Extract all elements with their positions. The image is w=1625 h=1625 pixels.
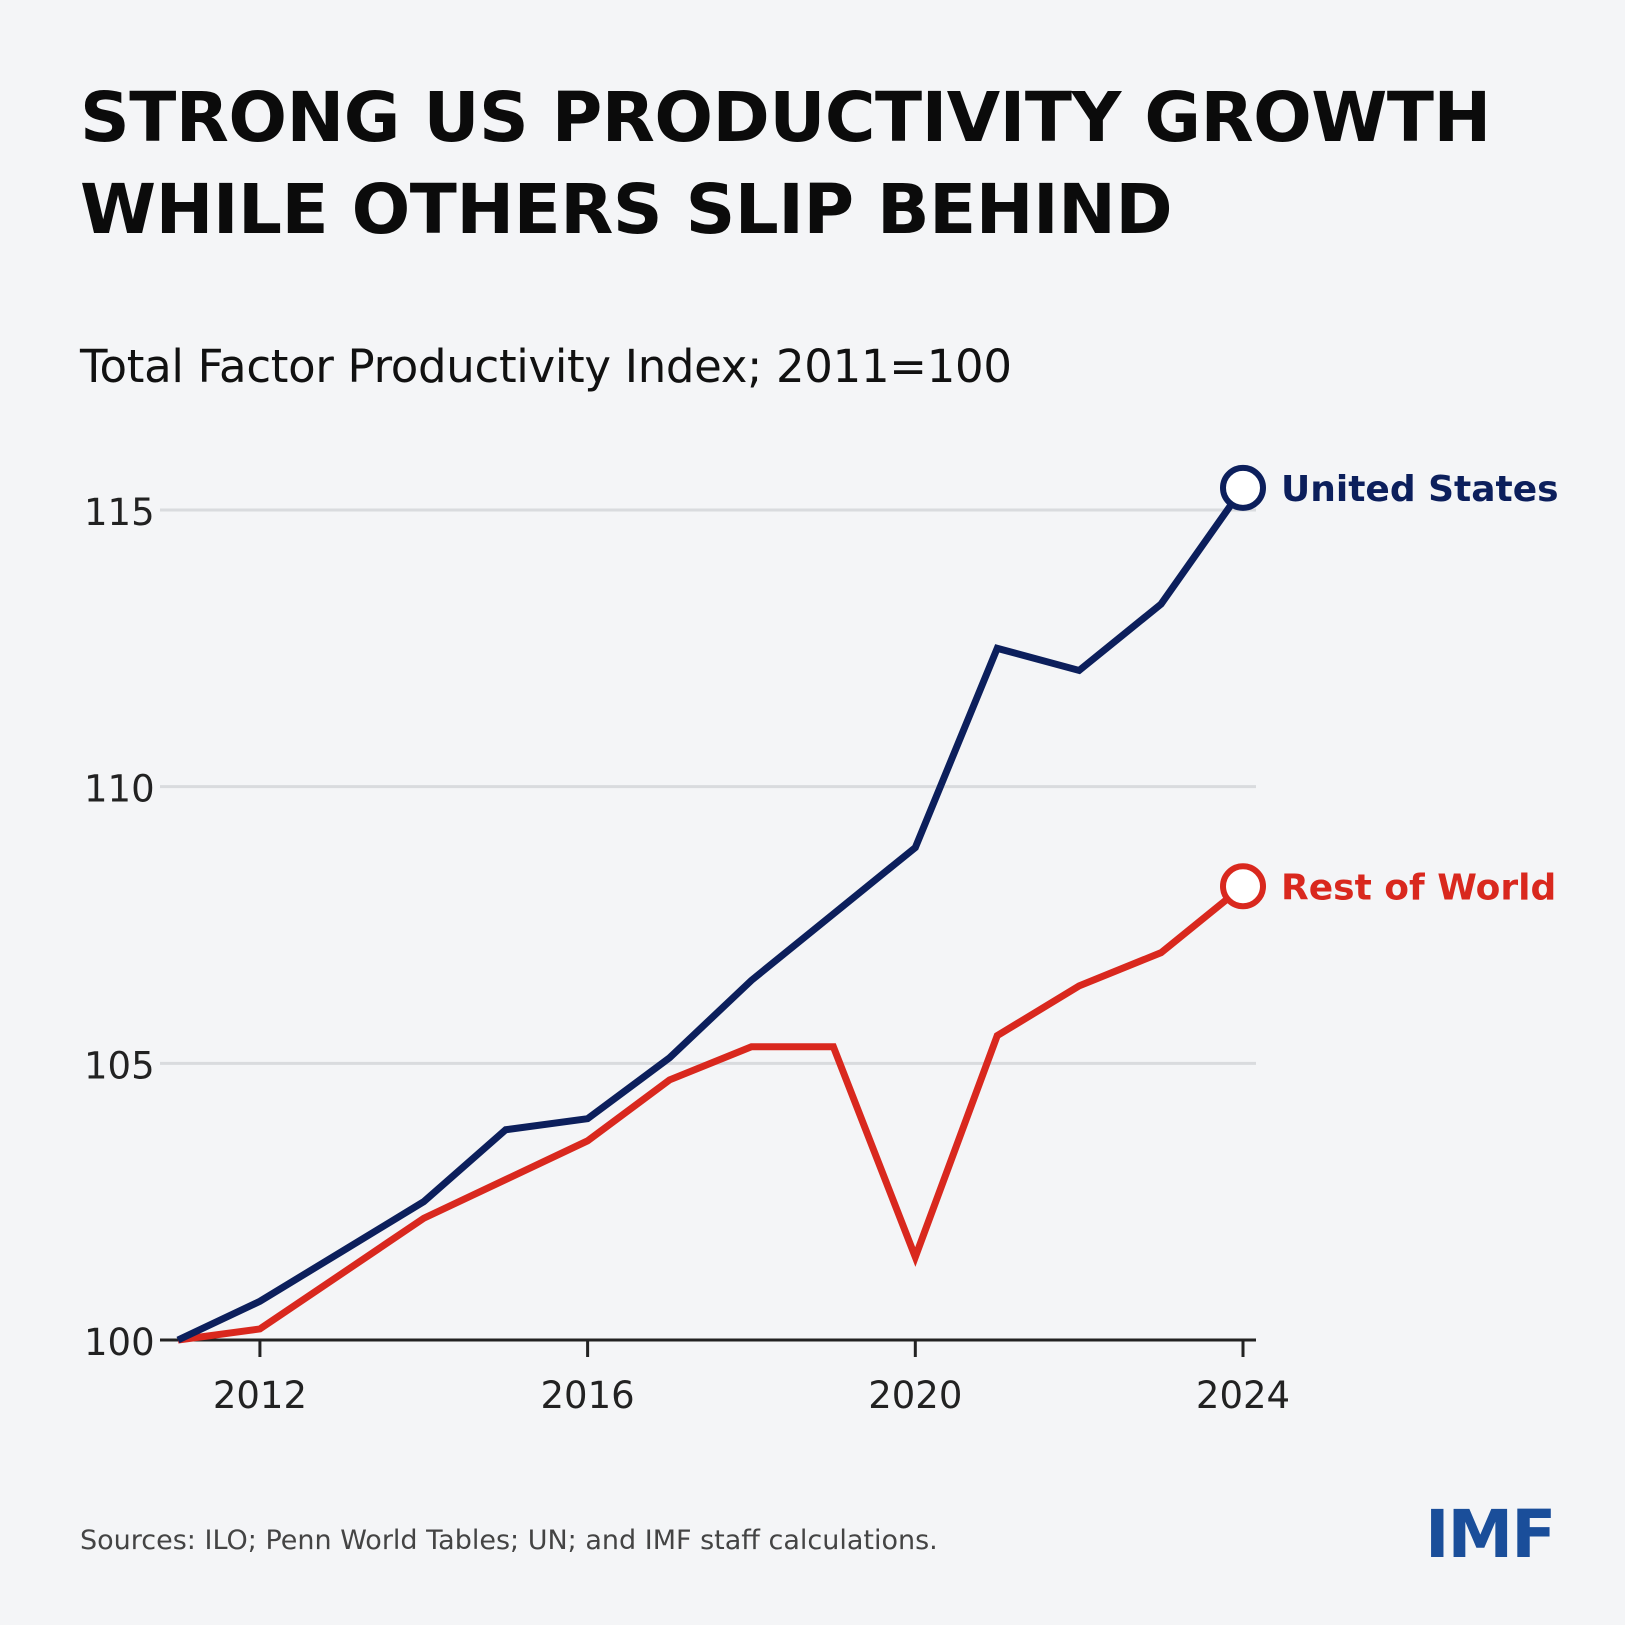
x-tick-label-2020: 2020 bbox=[868, 1374, 962, 1417]
y-tick-label-100: 100 bbox=[84, 1321, 155, 1364]
x-tick-label-2016: 2016 bbox=[541, 1374, 635, 1417]
series-line-united-states bbox=[176, 485, 1246, 1344]
series-label-united-states: United States bbox=[1281, 469, 1559, 510]
x-tick-label-2024: 2024 bbox=[1196, 1374, 1290, 1417]
x-tick-label-2012: 2012 bbox=[213, 1374, 307, 1417]
end-marker-rest-of-world bbox=[1220, 863, 1266, 910]
imf-logo: IMF bbox=[1425, 1496, 1556, 1573]
series-line-rest-of-world bbox=[177, 883, 1246, 1344]
series-label-rest-of-world: Rest of World bbox=[1281, 867, 1556, 908]
end-marker-united-states bbox=[1220, 464, 1266, 511]
y-tick-label-110: 110 bbox=[84, 768, 155, 811]
chart-title-line-2: WHILE OTHERS SLIP BEHIND bbox=[80, 170, 1173, 250]
chart-title: STRONG US PRODUCTIVITY GROWTH WHILE OTHE… bbox=[80, 72, 1491, 256]
source-note: Sources: ILO; Penn World Tables; UN; and… bbox=[80, 1525, 938, 1556]
y-tick-label-105: 105 bbox=[84, 1044, 155, 1087]
y-tick-label-115: 115 bbox=[84, 491, 155, 534]
chart-title-line-1: STRONG US PRODUCTIVITY GROWTH bbox=[80, 78, 1491, 158]
chart-subtitle: Total Factor Productivity Index; 2011=10… bbox=[80, 340, 1012, 393]
